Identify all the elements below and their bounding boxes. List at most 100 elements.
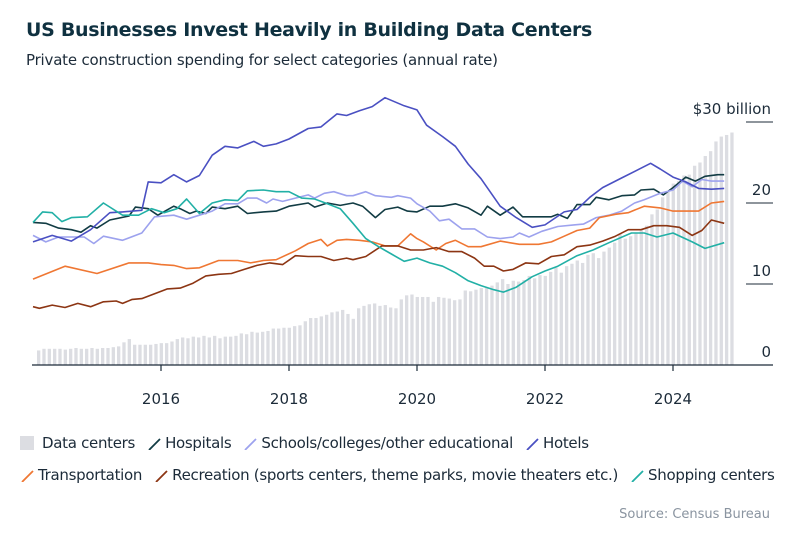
data-centers-bar: [388, 307, 393, 365]
legend-line-icon: [148, 438, 161, 450]
data-centers-bar: [170, 341, 174, 365]
data-centers-bar: [490, 285, 494, 365]
data-centers-bar: [506, 284, 510, 365]
lines-group: [32, 96, 725, 310]
y-tick-label: $30 billion: [693, 100, 771, 118]
data-centers-bar: [543, 275, 547, 365]
data-centers-bar: [719, 136, 723, 365]
data-centers-bar: [436, 296, 441, 365]
data-centers-bar: [324, 314, 329, 365]
data-centers-bar: [335, 311, 339, 365]
data-centers-bar: [143, 344, 147, 365]
data-centers-bar: [372, 303, 377, 365]
data-centers-bar: [234, 335, 238, 365]
data-centers-bar: [250, 331, 254, 365]
series-line-recreation: [32, 219, 725, 310]
data-centers-bar: [330, 312, 334, 365]
source-note: Source: Census Bureau: [619, 507, 770, 522]
x-tick-label: 2024: [654, 390, 692, 408]
data-centers-bar: [500, 279, 505, 365]
data-centers-bar: [106, 347, 110, 365]
x-tick-label: 2022: [526, 390, 564, 408]
data-centers-bar: [644, 225, 649, 365]
series-line-hospitals: [32, 173, 725, 233]
data-centers-bar: [266, 330, 270, 365]
data-centers-bar: [410, 294, 414, 365]
data-centers-bar: [319, 316, 323, 365]
data-centers-bar: [186, 338, 190, 365]
data-centers-bar: [133, 344, 137, 365]
data-centers-bar: [367, 304, 371, 365]
data-centers-bar: [666, 191, 670, 365]
data-centers-bar: [207, 337, 211, 365]
legend-swatch-box: [20, 436, 34, 450]
data-centers-bar: [431, 301, 435, 365]
data-centers-bar: [580, 262, 585, 365]
data-centers-bar: [58, 348, 62, 365]
data-centers-bar: [596, 258, 601, 365]
data-centers-bar: [591, 253, 595, 365]
legend-label: Hotels: [542, 434, 589, 452]
data-centers-bar: [308, 318, 313, 365]
data-centers-bar: [447, 298, 451, 365]
data-centers-bar: [117, 346, 121, 365]
data-centers-bar: [479, 288, 483, 365]
data-centers-bar: [159, 343, 163, 365]
legend-label: Data centers: [42, 434, 136, 452]
chart-plot: 0 10 20 $30 billion 2016 2018 2020 2022 2024: [32, 96, 773, 408]
legend-label: Shopping centers: [648, 466, 775, 484]
data-centers-bar: [314, 318, 318, 365]
legend-label: Schools/colleges/other educational: [261, 434, 513, 452]
data-centers-bar: [239, 333, 243, 365]
data-centers-bar: [650, 214, 654, 365]
legend-item: Hotels: [525, 434, 589, 452]
y-axis: 0 10 20 $30 billion: [693, 100, 773, 361]
data-centers-bar: [362, 305, 366, 365]
series-line-shopping: [32, 189, 725, 293]
data-centers-bar: [383, 305, 387, 365]
data-centers-bar: [303, 321, 307, 365]
data-centers-bar: [708, 151, 713, 365]
data-centers-bar: [474, 289, 478, 365]
legend-row-2: Transportation Recreation (sports centers…: [20, 466, 787, 484]
legend-label: Transportation: [38, 466, 143, 484]
x-tick-label: 2016: [142, 390, 180, 408]
legend-line-icon: [526, 438, 539, 450]
data-centers-bar: [351, 318, 355, 365]
chart-title: US Businesses Invest Heavily in Building…: [26, 19, 593, 41]
legend-label: Recreation (sports centers, theme parks,…: [172, 466, 619, 484]
data-centers-bar: [452, 300, 457, 365]
data-centers-bar: [394, 308, 398, 365]
data-centers-bar: [607, 247, 611, 365]
data-centers-bar: [260, 331, 265, 365]
data-centers-bar: [340, 309, 345, 365]
data-centers-bar: [191, 336, 195, 365]
data-centers-bar: [292, 326, 297, 365]
data-centers-bar: [463, 290, 467, 365]
series-line-transportation: [32, 200, 725, 280]
data-centers-bar: [346, 313, 350, 365]
data-centers-bar: [602, 251, 606, 365]
data-centers-bar: [660, 197, 665, 365]
data-centers-bar: [415, 296, 419, 365]
data-centers-bar: [69, 348, 73, 365]
data-centers-bar: [639, 229, 643, 365]
data-centers-bar: [154, 343, 158, 365]
legend-label: Hospitals: [165, 434, 232, 452]
data-centers-bar: [458, 299, 462, 365]
legend-item: Hospitals: [147, 434, 232, 452]
data-centers-bar: [468, 291, 473, 365]
data-centers-bar: [548, 271, 553, 365]
data-centers-bar: [559, 272, 563, 365]
data-centers-bar: [282, 327, 286, 365]
data-centers-bar: [516, 281, 521, 365]
data-centers-bar: [255, 332, 259, 365]
legend-item: Recreation (sports centers, theme parks,…: [154, 466, 618, 484]
legend-item: Shopping centers: [630, 466, 775, 484]
data-centers-bar: [79, 348, 83, 365]
legend-line-icon: [244, 438, 258, 450]
data-centers-bar: [570, 263, 574, 365]
data-centers-bar: [149, 344, 153, 365]
data-centers-bar: [90, 347, 94, 365]
data-centers-bar: [53, 348, 57, 365]
